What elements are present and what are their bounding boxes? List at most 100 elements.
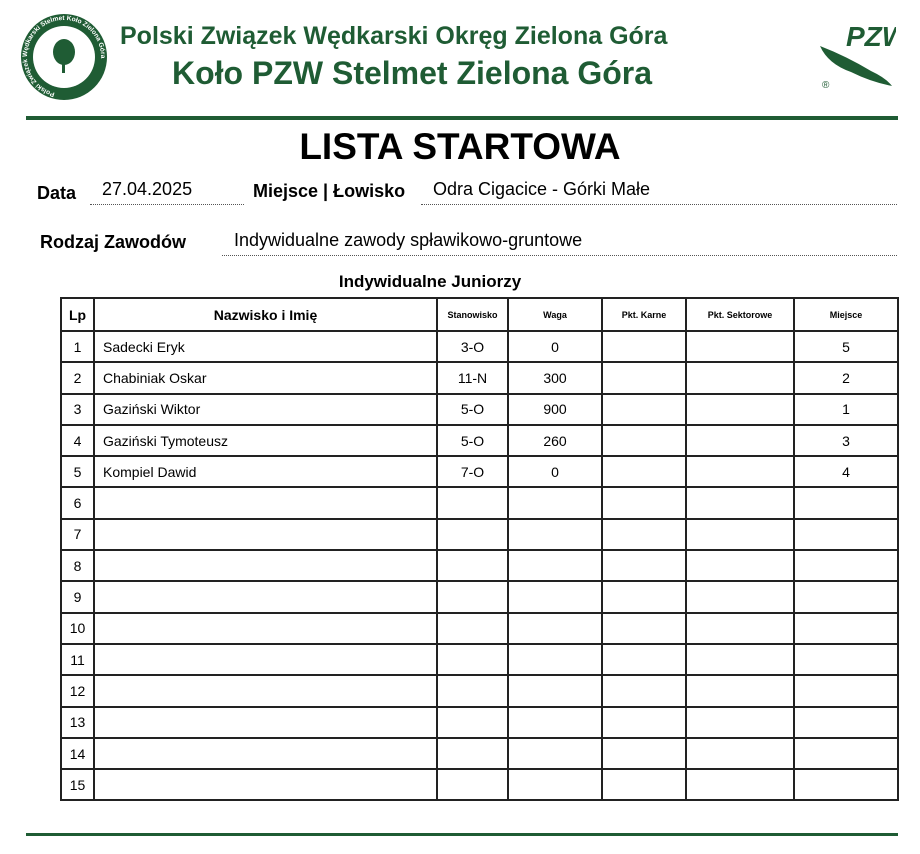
table-cell: 1 — [60, 329, 95, 364]
table-cell — [685, 611, 795, 645]
table-cell — [601, 517, 687, 552]
table-row: 11 — [60, 642, 899, 677]
table-cell — [793, 705, 899, 739]
table-cell: 6 — [60, 486, 95, 520]
table-cell — [685, 329, 795, 364]
table-cell — [601, 642, 687, 677]
table-cell: 0 — [507, 329, 603, 364]
table-cell — [93, 611, 438, 645]
table-cell — [793, 580, 899, 614]
table-cell: 5-O — [436, 423, 509, 458]
table-cell: 3 — [793, 423, 899, 458]
table-row: 5 Kompiel Dawid 7-O 0 4 — [60, 455, 899, 489]
table-row: 9 — [60, 580, 899, 614]
table-cell: 11 — [60, 642, 95, 677]
table-cell — [436, 642, 509, 677]
table-cell — [93, 705, 438, 739]
table-cell: 3-O — [436, 329, 509, 364]
table-row: 3 Gaziński Wiktor 5-O 900 1 — [60, 392, 899, 426]
table-cell: 14 — [60, 736, 95, 771]
table-cell — [685, 517, 795, 552]
table-cell — [601, 736, 687, 771]
table-cell — [436, 768, 509, 802]
table-row: 14 — [60, 736, 899, 771]
table-cell: 12 — [60, 674, 95, 708]
svg-text:PZW: PZW — [846, 21, 896, 52]
column-header: Miejsce — [793, 297, 899, 332]
table-cell — [685, 486, 795, 520]
table-cell — [507, 705, 603, 739]
org-name: Polski Związek Wędkarski Okręg Zielona G… — [120, 22, 668, 50]
table-cell — [685, 642, 795, 677]
table-cell — [507, 580, 603, 614]
table-cell — [793, 549, 899, 583]
table-cell — [436, 736, 509, 771]
table-cell — [793, 611, 899, 645]
table-row: 15 — [60, 768, 899, 802]
column-header: Lp — [60, 297, 95, 332]
table-cell — [601, 423, 687, 458]
table-cell: 2 — [793, 361, 899, 395]
table-cell — [93, 486, 438, 520]
table-cell — [93, 768, 438, 802]
table-cell: Chabiniak Oskar — [93, 361, 438, 395]
table-cell: 8 — [60, 549, 95, 583]
place-label: Miejsce | Łowisko — [253, 181, 406, 201]
column-header: Waga — [507, 297, 603, 332]
table-cell: 0 — [507, 455, 603, 489]
column-header: Stanowisko — [436, 297, 509, 332]
table-cell — [436, 517, 509, 552]
table-cell — [436, 611, 509, 645]
table-cell: 9 — [60, 580, 95, 614]
table-cell — [93, 736, 438, 771]
table-cell — [436, 486, 509, 520]
table-cell — [507, 736, 603, 771]
table-cell — [685, 423, 795, 458]
footer-divider — [26, 833, 898, 836]
table-cell — [793, 768, 899, 802]
table-cell — [507, 642, 603, 677]
table-cell — [685, 736, 795, 771]
table-cell — [685, 768, 795, 802]
table-cell — [93, 642, 438, 677]
table-cell — [507, 611, 603, 645]
table-cell: Gaziński Wiktor — [93, 392, 438, 426]
type-value: Indywidualne zawody spławikowo-gruntowe — [222, 230, 897, 256]
table-cell: 13 — [60, 705, 95, 739]
type-label: Rodzaj Zawodów — [40, 232, 186, 252]
column-header: Pkt. Karne — [601, 297, 687, 332]
table-row: 6 — [60, 486, 899, 520]
table-cell — [507, 549, 603, 583]
table-row: 10 — [60, 611, 899, 645]
table-cell: 5 — [793, 329, 899, 364]
table-row: 2 Chabiniak Oskar 11-N 300 2 — [60, 361, 899, 395]
category-title: Indywidualne Juniorzy — [338, 272, 522, 291]
table-cell: 15 — [60, 768, 95, 802]
table-cell: 7-O — [436, 455, 509, 489]
table-cell — [507, 486, 603, 520]
table-cell — [601, 674, 687, 708]
club-name: Koło PZW Stelmet Zielona Góra — [172, 55, 653, 91]
table-cell — [685, 392, 795, 426]
table-cell — [685, 674, 795, 708]
table-cell — [601, 768, 687, 802]
header-divider — [26, 116, 898, 120]
table-cell — [793, 736, 899, 771]
table-cell — [601, 611, 687, 645]
table-cell: 300 — [507, 361, 603, 395]
table-cell — [601, 705, 687, 739]
table-cell — [685, 361, 795, 395]
table-cell: 5 — [60, 455, 95, 489]
place-value: Odra Cigacice - Górki Małe — [421, 179, 897, 205]
table-cell — [507, 768, 603, 802]
table-cell — [93, 580, 438, 614]
column-header: Pkt. Sektorowe — [685, 297, 795, 332]
date-label: Data — [37, 183, 77, 203]
table-row: 12 — [60, 674, 899, 708]
stelmet-logo-icon: Polski Związek Wędkarski Stelmet Koło Zi… — [21, 14, 107, 100]
date-value: 27.04.2025 — [90, 179, 244, 205]
column-header: Nazwisko i Imię — [93, 297, 438, 332]
table-cell — [507, 517, 603, 552]
table-cell — [436, 705, 509, 739]
